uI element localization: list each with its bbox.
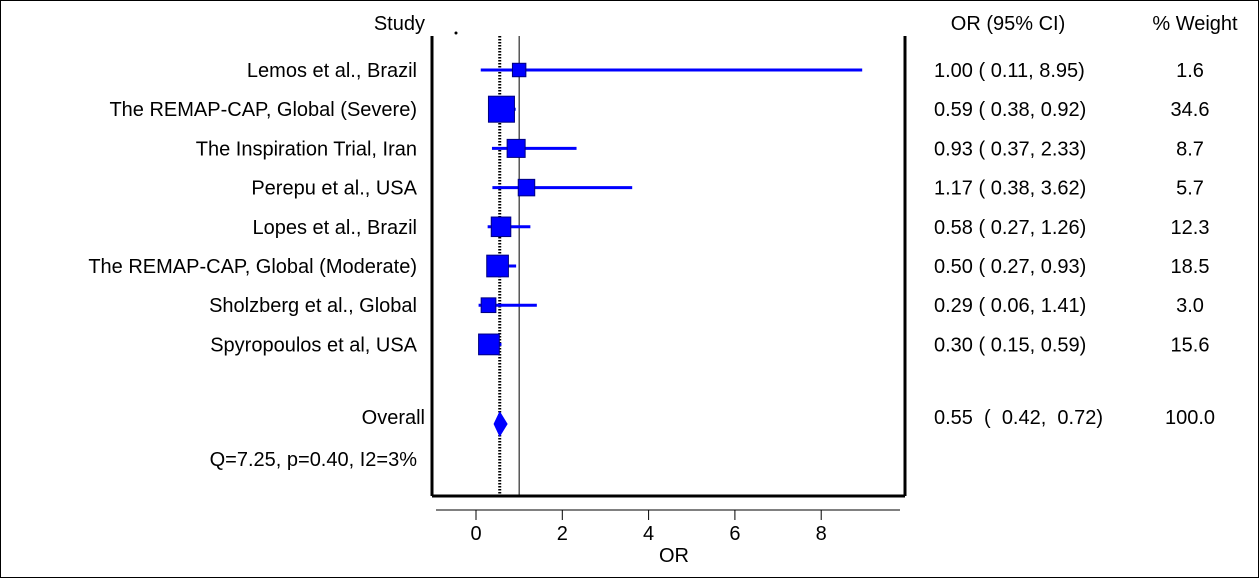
study-weight-text: 5.7 (1176, 178, 1204, 200)
x-tick-label-4: 4 (643, 523, 654, 545)
overall-ci-text: 0.55 ( 0.42, 0.72) (934, 407, 1103, 429)
x-tick-label-8: 8 (816, 523, 827, 545)
study-ci-text: 0.29 ( 0.06, 1.41) (934, 295, 1086, 317)
study-label: Lopes et al., Brazil (252, 217, 417, 239)
study-label: Spyropoulos et al, USA (210, 334, 417, 356)
overall-label: Overall (362, 407, 425, 429)
study-point-box (490, 216, 512, 238)
study-ci-text: 0.50 ( 0.27, 0.93) (934, 256, 1086, 278)
study-point-box (480, 297, 497, 314)
header-study: Study (374, 13, 425, 35)
study-point-box (486, 254, 509, 278)
study-weight-text: 34.6 (1171, 99, 1210, 121)
x-tick-label-6: 6 (729, 523, 740, 545)
study-ci-text: 0.93 ( 0.37, 2.33) (934, 138, 1086, 160)
study-label: The REMAP-CAP, Global (Moderate) (88, 256, 417, 278)
study-ci-text: 0.58 ( 0.27, 1.26) (934, 217, 1086, 239)
study-weight-text: 18.5 (1171, 256, 1210, 278)
study-weight-text: 8.7 (1176, 138, 1204, 160)
study-ci-text: 0.30 ( 0.15, 0.59) (934, 334, 1086, 356)
study-ci-text: 1.00 ( 0.11, 8.95) (934, 60, 1085, 82)
study-weight-text: 12.3 (1171, 217, 1210, 239)
overall-weight-text: 100.0 (1165, 407, 1215, 429)
header-weight: % Weight (1152, 13, 1238, 35)
study-label: The REMAP-CAP, Global (Severe) (109, 99, 417, 121)
study-ci-text: 0.59 ( 0.38, 0.92) (934, 99, 1086, 121)
plot-area: 0 2 4 6 8 Lemos et al., Brazil 1.00 ( 0.11, 8.… (88, 31, 1210, 545)
header-ci: OR (95% CI) (951, 13, 1065, 35)
study-weight-text: 3.0 (1176, 295, 1204, 317)
study-ci-text: 1.17 ( 0.38, 3.62) (934, 178, 1086, 200)
study-weight-text: 1.6 (1176, 60, 1204, 82)
study-label: Perepu et al., USA (251, 178, 417, 200)
study-point-box (506, 138, 526, 158)
study-weight-text: 15.6 (1171, 334, 1210, 356)
study-label: Lemos et al., Brazil (247, 60, 417, 82)
study-label: The Inspiration Trial, Iran (196, 138, 417, 160)
x-tick-label-0: 0 (470, 523, 481, 545)
x-tick-label-2: 2 (557, 523, 568, 545)
study-point-box (487, 95, 515, 123)
x-axis-label: OR (659, 545, 689, 567)
study-label: Sholzberg et al., Global (209, 295, 417, 317)
study-point-box (517, 178, 536, 197)
heterogeneity-stats: Q=7.25, p=0.40, I2=3% (210, 449, 418, 471)
overall-diamond (493, 410, 508, 438)
study-point-box (478, 333, 500, 356)
study-point-box (511, 62, 527, 78)
header-dot (454, 31, 458, 35)
